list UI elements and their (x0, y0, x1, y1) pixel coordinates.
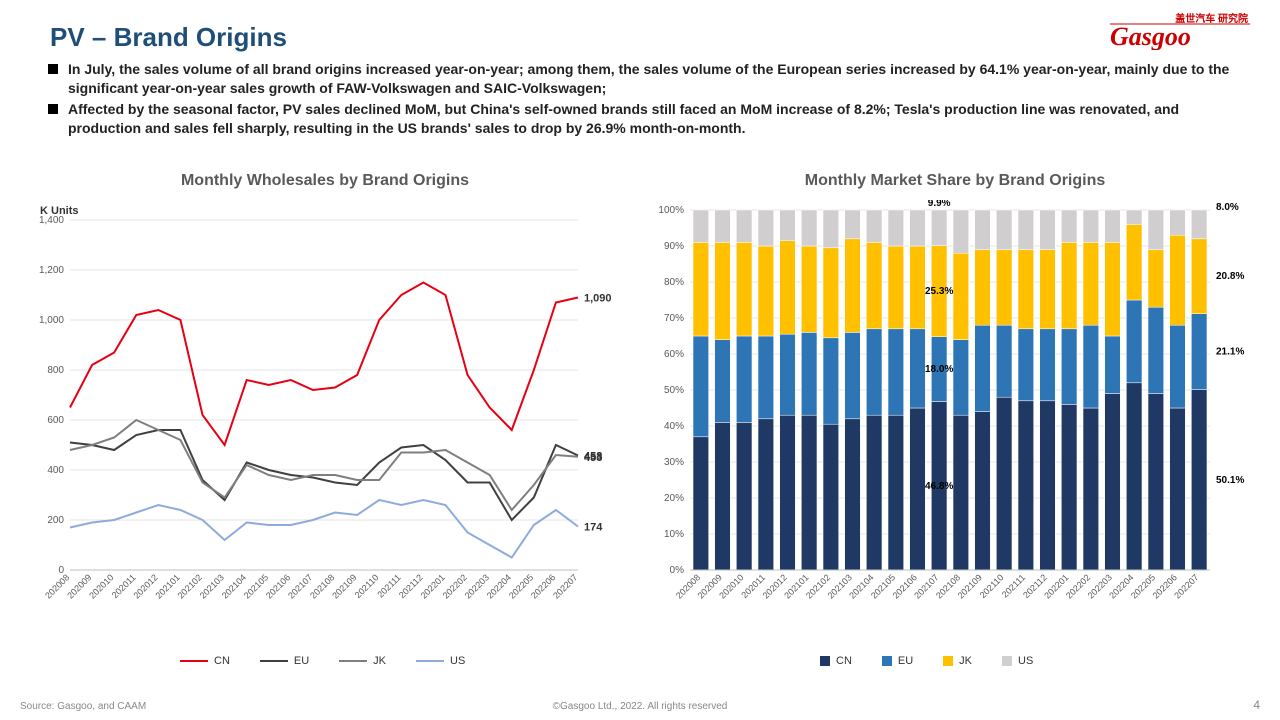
legend-item: US (416, 655, 465, 667)
svg-text:100%: 100% (658, 205, 684, 216)
svg-text:20%: 20% (664, 493, 684, 504)
chart1-legend: CN EU JK US (180, 655, 465, 667)
svg-text:600: 600 (47, 415, 64, 426)
footer-page: 4 (1253, 698, 1260, 712)
svg-text:18.0%: 18.0% (925, 364, 953, 375)
svg-text:80%: 80% (664, 277, 684, 288)
svg-text:202207: 202207 (1172, 572, 1200, 600)
svg-text:8.0%: 8.0% (1216, 202, 1239, 213)
svg-text:202207: 202207 (551, 572, 579, 600)
svg-text:70%: 70% (664, 313, 684, 324)
svg-text:0%: 0% (670, 565, 685, 576)
svg-text:202010: 202010 (87, 572, 115, 600)
svg-text:1,000: 1,000 (39, 315, 64, 326)
svg-text:1,090: 1,090 (584, 293, 612, 305)
bullet-text: Affected by the seasonal factor, PV sale… (68, 100, 1250, 138)
bullet-icon (48, 64, 58, 74)
bullet-list: In July, the sales volume of all brand o… (48, 60, 1250, 140)
gasgoo-logo: 盖世汽车 研究院 Gasgoo (1110, 10, 1250, 55)
svg-text:50.1%: 50.1% (1216, 475, 1244, 486)
bullet-icon (48, 104, 58, 114)
page-title: PV – Brand Origins (50, 22, 287, 53)
svg-text:20.8%: 20.8% (1216, 271, 1244, 282)
chart2-legend: CN EU JK US (820, 655, 1033, 667)
legend-item: US (1002, 655, 1033, 667)
svg-text:60%: 60% (664, 349, 684, 360)
svg-text:40%: 40% (664, 421, 684, 432)
svg-text:10%: 10% (664, 529, 684, 540)
svg-text:K Units: K Units (40, 205, 79, 217)
bullet-text: In July, the sales volume of all brand o… (68, 60, 1250, 98)
svg-text:174: 174 (584, 522, 603, 534)
stacked-bar-chart: 0%10%20%30%40%50%60%70%80%90%100%2020082… (650, 200, 1260, 650)
legend-item: JK (943, 655, 972, 667)
svg-text:9.9%: 9.9% (928, 200, 951, 209)
svg-text:1,200: 1,200 (39, 265, 64, 276)
line-chart: 02004006008001,0001,2001,400K Units20200… (20, 200, 630, 650)
legend-item: EU (260, 655, 309, 667)
svg-text:200: 200 (47, 515, 64, 526)
svg-text:25.3%: 25.3% (925, 286, 953, 297)
svg-text:202109: 202109 (330, 572, 358, 600)
svg-text:453: 453 (584, 452, 602, 464)
svg-text:400: 400 (47, 465, 64, 476)
svg-text:90%: 90% (664, 241, 684, 252)
chart1-title: Monthly Wholesales by Brand Origins (20, 172, 630, 190)
svg-text:50%: 50% (664, 385, 684, 396)
svg-text:202110: 202110 (978, 572, 1006, 600)
legend-item: CN (180, 655, 230, 667)
legend-item: JK (339, 655, 386, 667)
legend-item: EU (882, 655, 913, 667)
svg-text:21.1%: 21.1% (1216, 347, 1244, 358)
svg-text:202110: 202110 (353, 572, 381, 600)
svg-text:Gasgoo: Gasgoo (1110, 22, 1191, 50)
svg-text:30%: 30% (664, 457, 684, 468)
legend-item: CN (820, 655, 852, 667)
footer-copyright: ©Gasgoo Ltd., 2022. All rights reserved (0, 701, 1280, 712)
chart2-title: Monthly Market Share by Brand Origins (650, 172, 1260, 190)
svg-text:800: 800 (47, 365, 64, 376)
svg-text:46.8%: 46.8% (925, 481, 953, 492)
